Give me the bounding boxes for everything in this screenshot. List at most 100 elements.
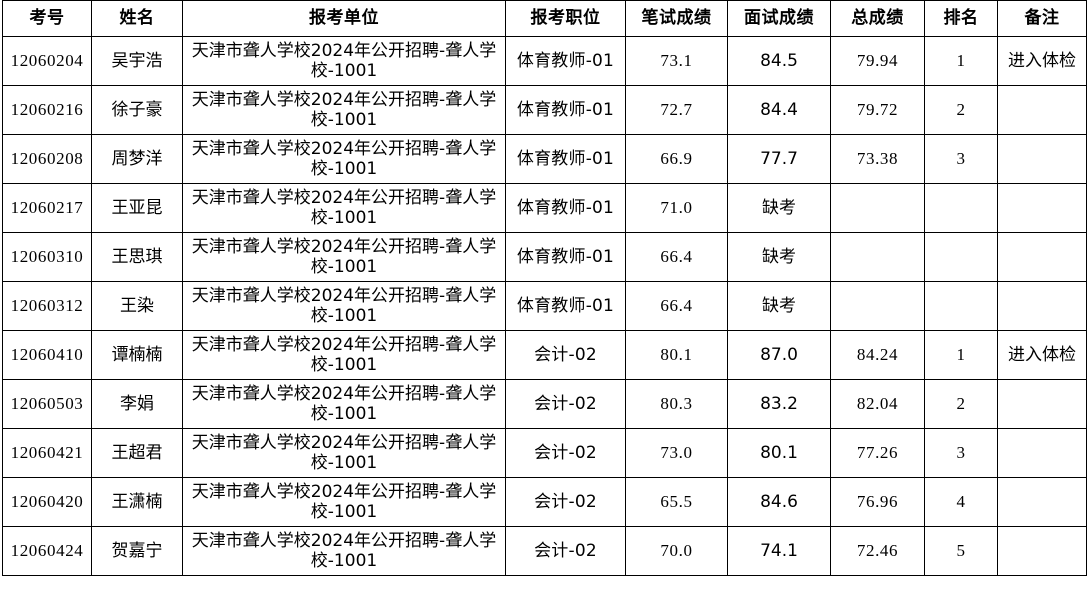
cell-name: 王思琪: [91, 232, 183, 282]
cell-interview: 84.6: [727, 477, 831, 527]
cell-unit: 天津市聋人学校2024年公开招聘-聋人学校-1001: [182, 428, 506, 478]
cell-total: 79.94: [830, 36, 925, 86]
cell-rank: [924, 183, 998, 233]
cell-exam-no: 12060503: [2, 379, 92, 429]
cell-written: 66.9: [625, 134, 728, 184]
cell-position: 会计-02: [505, 330, 626, 380]
cell-rank: 5: [924, 526, 998, 576]
cell-name: 李娟: [91, 379, 183, 429]
cell-name: 周梦洋: [91, 134, 183, 184]
cell-exam-no: 12060420: [2, 477, 92, 527]
cell-rank: 1: [924, 330, 998, 380]
cell-written: 70.0: [625, 526, 728, 576]
column-header-exam-no: 考号: [2, 0, 92, 37]
cell-position: 体育教师-01: [505, 281, 626, 331]
cell-total: 72.46: [830, 526, 925, 576]
cell-rank: 4: [924, 477, 998, 527]
column-header-written: 笔试成绩: [625, 0, 728, 37]
cell-written: 73.1: [625, 36, 728, 86]
table-row: 12060204 吴宇浩 天津市聋人学校2024年公开招聘-聋人学校-1001 体育教…: [2, 36, 1087, 86]
cell-exam-no: 12060208: [2, 134, 92, 184]
cell-total: 76.96: [830, 477, 925, 527]
cell-interview: 缺考: [727, 232, 831, 282]
cell-exam-no: 12060424: [2, 526, 92, 576]
cell-total: 73.38: [830, 134, 925, 184]
cell-remark: [997, 477, 1087, 527]
cell-exam-no: 12060204: [2, 36, 92, 86]
cell-remark: 进入体检: [997, 36, 1087, 86]
cell-position: 体育教师-01: [505, 36, 626, 86]
cell-unit: 天津市聋人学校2024年公开招聘-聋人学校-1001: [182, 232, 506, 282]
cell-total: 84.24: [830, 330, 925, 380]
cell-exam-no: 12060312: [2, 281, 92, 331]
cell-unit: 天津市聋人学校2024年公开招聘-聋人学校-1001: [182, 36, 506, 86]
cell-unit: 天津市聋人学校2024年公开招聘-聋人学校-1001: [182, 183, 506, 233]
cell-remark: [997, 134, 1087, 184]
table-header: 考号 姓名 报考单位 报考职位 笔试成绩 面试成绩 总成绩 排名 备注: [2, 0, 1087, 37]
cell-name: 吴宇浩: [91, 36, 183, 86]
cell-exam-no: 12060421: [2, 428, 92, 478]
cell-unit: 天津市聋人学校2024年公开招聘-聋人学校-1001: [182, 134, 506, 184]
table-row: 12060310 王思琪 天津市聋人学校2024年公开招聘-聋人学校-1001 体育教…: [2, 232, 1087, 282]
cell-interview: 87.0: [727, 330, 831, 380]
cell-remark: [997, 281, 1087, 331]
cell-rank: 2: [924, 379, 998, 429]
cell-remark: [997, 379, 1087, 429]
cell-name: 王染: [91, 281, 183, 331]
cell-position: 体育教师-01: [505, 232, 626, 282]
cell-rank: 3: [924, 134, 998, 184]
column-header-rank: 排名: [924, 0, 998, 37]
cell-name: 贺嘉宁: [91, 526, 183, 576]
table-row: 12060217 王亚昆 天津市聋人学校2024年公开招聘-聋人学校-1001 体育教…: [2, 183, 1087, 233]
cell-interview: 缺考: [727, 281, 831, 331]
cell-remark: [997, 85, 1087, 135]
cell-rank: [924, 232, 998, 282]
cell-position: 体育教师-01: [505, 134, 626, 184]
cell-total: 77.26: [830, 428, 925, 478]
cell-unit: 天津市聋人学校2024年公开招聘-聋人学校-1001: [182, 526, 506, 576]
cell-remark: [997, 428, 1087, 478]
column-header-total: 总成绩: [830, 0, 925, 37]
cell-remark: [997, 183, 1087, 233]
column-header-position: 报考职位: [505, 0, 626, 37]
cell-unit: 天津市聋人学校2024年公开招聘-聋人学校-1001: [182, 477, 506, 527]
cell-exam-no: 12060217: [2, 183, 92, 233]
cell-rank: 1: [924, 36, 998, 86]
column-header-remark: 备注: [997, 0, 1087, 37]
cell-written: 80.3: [625, 379, 728, 429]
cell-written: 65.5: [625, 477, 728, 527]
cell-name: 徐子豪: [91, 85, 183, 135]
cell-total: 82.04: [830, 379, 925, 429]
cell-unit: 天津市聋人学校2024年公开招聘-聋人学校-1001: [182, 379, 506, 429]
table-row: 12060312 王染 天津市聋人学校2024年公开招聘-聋人学校-1001 体育教师…: [2, 281, 1087, 331]
cell-exam-no: 12060410: [2, 330, 92, 380]
cell-written: 66.4: [625, 232, 728, 282]
table-header-row: 考号 姓名 报考单位 报考职位 笔试成绩 面试成绩 总成绩 排名 备注: [2, 0, 1087, 37]
cell-exam-no: 12060216: [2, 85, 92, 135]
cell-position: 体育教师-01: [505, 85, 626, 135]
table-row: 12060208 周梦洋 天津市聋人学校2024年公开招聘-聋人学校-1001 体育教…: [2, 134, 1087, 184]
cell-position: 会计-02: [505, 428, 626, 478]
cell-interview: 80.1: [727, 428, 831, 478]
cell-unit: 天津市聋人学校2024年公开招聘-聋人学校-1001: [182, 85, 506, 135]
table-row: 12060421 王超君 天津市聋人学校2024年公开招聘-聋人学校-1001 会计-…: [2, 428, 1087, 478]
cell-rank: [924, 281, 998, 331]
cell-total: 79.72: [830, 85, 925, 135]
cell-written: 73.0: [625, 428, 728, 478]
cell-remark: [997, 232, 1087, 282]
table-row: 12060420 王潇楠 天津市聋人学校2024年公开招聘-聋人学校-1001 会计-…: [2, 477, 1087, 527]
exam-results-table: 考号 姓名 报考单位 报考职位 笔试成绩 面试成绩 总成绩 排名 备注 1206…: [2, 0, 1087, 576]
table-row: 12060424 贺嘉宁 天津市聋人学校2024年公开招聘-聋人学校-1001 会计-…: [2, 526, 1087, 576]
cell-unit: 天津市聋人学校2024年公开招聘-聋人学校-1001: [182, 281, 506, 331]
cell-interview: 83.2: [727, 379, 831, 429]
cell-written: 80.1: [625, 330, 728, 380]
cell-position: 体育教师-01: [505, 183, 626, 233]
cell-position: 会计-02: [505, 379, 626, 429]
column-header-unit: 报考单位: [182, 0, 506, 37]
table-row: 12060216 徐子豪 天津市聋人学校2024年公开招聘-聋人学校-1001 体育教…: [2, 85, 1087, 135]
table-row: 12060503 李娟 天津市聋人学校2024年公开招聘-聋人学校-1001 会计-0…: [2, 379, 1087, 429]
cell-total: [830, 183, 925, 233]
cell-name: 谭楠楠: [91, 330, 183, 380]
cell-unit: 天津市聋人学校2024年公开招聘-聋人学校-1001: [182, 330, 506, 380]
cell-name: 王超君: [91, 428, 183, 478]
